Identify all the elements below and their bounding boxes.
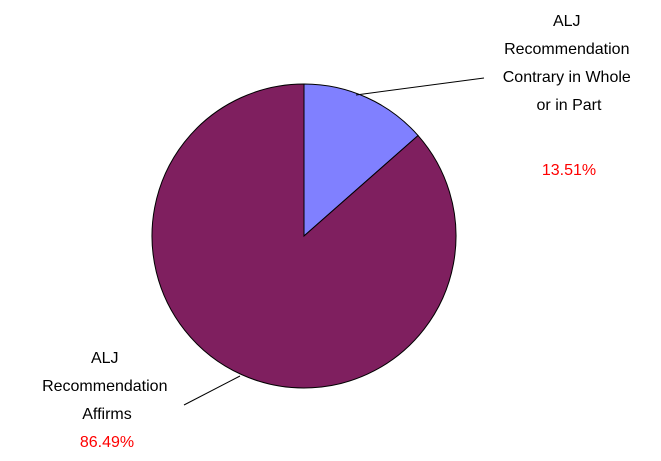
slice-label-line: ALJ <box>553 13 581 30</box>
slice-value-label-contrary: 13.51% <box>542 162 596 179</box>
slice-label-line: or in Part <box>537 97 602 114</box>
slice-value-label-affirms: 86.49% <box>80 434 134 451</box>
pie-slice-affirms <box>151 83 457 389</box>
leader-lines <box>183 77 485 406</box>
slice-label-line: Affirms <box>82 406 131 423</box>
leader-line-affirms <box>183 375 241 406</box>
slice-label-affirms: ALJ Recommendation Affirms <box>42 350 172 423</box>
slice-label-line: Recommendation <box>504 41 629 58</box>
leader-line-contrary <box>355 77 485 96</box>
pie-slice-contrary <box>303 83 419 238</box>
slice-label-line: ALJ <box>91 350 119 367</box>
slice-label-contrary: ALJ Recommendation Contrary in Whole or … <box>503 13 636 114</box>
slice-label-line: Recommendation <box>42 378 167 395</box>
pie-slices <box>151 83 457 389</box>
slice-label-line: Contrary in Whole <box>503 69 631 86</box>
